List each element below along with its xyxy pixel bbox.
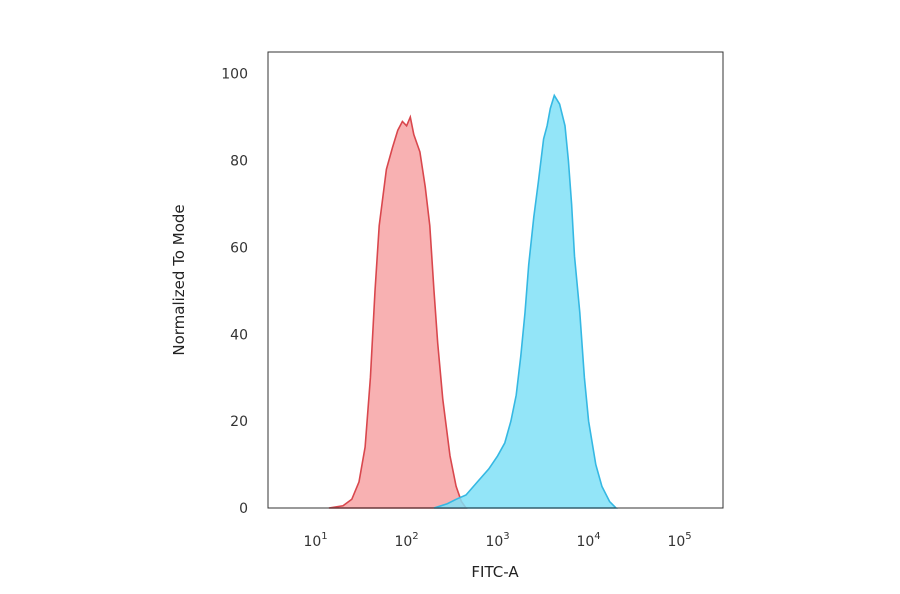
- x-tick-label: 103: [485, 531, 509, 550]
- plot-frame: [267, 51, 724, 509]
- y-tick-label: 40: [230, 327, 248, 343]
- x-tick-label: 101: [303, 531, 327, 550]
- y-tick-label: 0: [239, 501, 248, 517]
- x-tick-labels: 101 102 103 104 105: [303, 531, 691, 550]
- histogram-series-2: [433, 93, 618, 509]
- y-tick-label: 20: [230, 414, 248, 430]
- x-tick-label: 105: [667, 531, 691, 550]
- y-tick-label: 100: [221, 67, 248, 83]
- y-tick-label: 80: [230, 154, 248, 170]
- histogram-series-1: [328, 114, 468, 509]
- y-tick-label: 60: [230, 240, 248, 256]
- y-axis-title: Normalized To Mode: [170, 204, 188, 355]
- series-layer: [328, 93, 618, 509]
- x-tick-label: 104: [576, 531, 600, 550]
- x-tick-label: 102: [394, 531, 418, 550]
- y-tick-labels: 0 20 40 60 80 100: [221, 67, 248, 517]
- x-axis-title: FITC-A: [471, 563, 519, 581]
